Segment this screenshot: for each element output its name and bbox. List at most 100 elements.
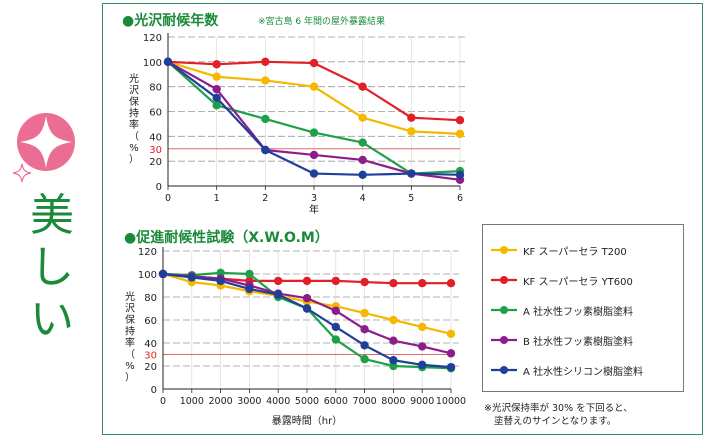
chart2-point [360,341,369,350]
chart1-point [309,150,319,160]
chart1-note: ※宮古島 6 年間の屋外暴露結果 [258,17,385,27]
chart2-y-label-char: ） [125,372,135,384]
chart2-y-tick-label: 100 [138,270,157,281]
chart1-point [358,170,367,180]
chart1-x-label: 年 [309,203,319,216]
chart2-point [331,306,340,315]
chart1-point [261,76,270,85]
chart2-point [331,276,340,286]
chart2-x-tick-label: 7000 [353,396,377,407]
chart1-point [455,129,465,139]
chart2-point [446,329,456,338]
chart1-y-label-char: 光 [129,72,139,85]
chart2-point [245,284,254,294]
chart2-x-tick-label: 1000 [180,396,204,407]
footnote-line-2: 塗替えのサインとなります。 [494,416,617,427]
chart2-point [418,360,427,370]
chart2-title: ●促進耐候性試験（X.W.O.M） [124,230,329,246]
beauty-label: 美しい [22,190,82,346]
chart1-title: ●光沢耐候年数 [122,13,219,29]
chart2-y-tick-label: 60 [144,316,157,327]
chart2-y-tick-label: 120 [138,247,157,258]
chart1-y-tick-label: 0 [156,182,162,193]
chart2-point [360,308,369,318]
chart2-point [245,269,254,279]
chart1-x-tick-label: 5 [408,193,414,204]
chart1-point [212,101,221,110]
legend-swatch [491,366,517,374]
chart1-reference-label: 30 [149,145,162,156]
chart1-point [309,58,319,68]
left-panel: 美しい [0,0,100,440]
chart1-point [212,84,221,94]
chart2-y-label: 光沢保持率（%） [125,290,135,384]
chart2-point [418,322,427,332]
chart2-y-label-char: 光 [125,290,135,303]
chart2-y-label-char: （ [125,349,135,361]
chart1-y-label-char: 持 [129,107,139,120]
beauty-char-1: し [30,242,74,293]
chart2-x-tick-label: 10000 [436,396,466,407]
chart1-point [455,170,465,180]
chart1-x-tick-label: 3 [311,193,317,204]
chart2-point [274,276,283,286]
chart1-point [212,60,221,69]
chart2-point [389,336,398,345]
chart2-reference-label: 30 [144,351,157,362]
chart1-y-tick-label: 100 [143,58,162,69]
chart2-point [302,293,312,303]
chart2-x-tick-label: 6000 [324,396,348,407]
chart1-y-label-char: 沢 [129,84,139,97]
chart2-y-label-char: % [125,361,135,372]
chart1-y-tick-label: 20 [149,157,162,168]
chart2-point [389,279,398,288]
legend-label: A 社水性フッ素樹脂塗料 [523,307,634,318]
chart1-point [163,57,173,67]
chart1-point [261,57,270,67]
chart2-point [389,361,398,371]
chart2-x-tick-label: 9000 [410,396,434,407]
chart2-y-tick-label: 40 [144,339,157,350]
chart2-point [389,356,398,365]
chart1-point [261,114,270,124]
chart2-point [216,268,225,278]
chart2-point [216,276,225,286]
chart2-x-label: 暴露時間（hr） [272,415,342,427]
chart1-y-label-char: ） [129,154,139,166]
chart2-point [331,335,340,344]
footnote: ※光沢保持率が 30% を下回ると、 塗替えのサインとなります。 [484,402,633,428]
chart2-y-tick-label: 20 [144,362,157,373]
chart1-y-tick-label: 40 [149,132,162,143]
chart2-point [187,273,196,282]
chart1-point [212,93,221,103]
chart2-point [302,304,312,313]
legend-swatch [491,246,517,254]
chart1-y-label-char: 保 [129,95,139,108]
chart2-x-tick-label: 8000 [381,396,405,407]
chart2-point [360,277,369,287]
chart2-x-tick-label: 3000 [237,396,261,407]
chart1-x-tick-label: 2 [262,193,268,204]
chart2-point [446,362,456,372]
chart1-point [309,128,319,137]
chart2-y-tick-label: 80 [144,293,157,304]
chart1-y-label: 光沢保持率（%） [129,72,139,166]
chart2-point [302,276,312,286]
legend-swatch [491,306,517,314]
chart1-x-tick-label: 6 [457,193,463,204]
chart1-x-tick-label: 4 [360,193,366,204]
chart1-x-tick-label: 1 [214,193,220,204]
legend-label: KF スーパーセラ YT600 [523,277,633,288]
chart2-point [274,290,283,299]
chart1-point [455,115,465,125]
chart2-x-tick-label: 5000 [295,396,319,407]
chart1-y-label-char: 率 [129,118,139,131]
chart2-x-tick-label: 0 [160,396,166,407]
chart2-point [360,354,369,364]
legend-label: B 社水性フッ素樹脂塗料 [523,337,634,348]
legend: KF スーパーセラ T200 KF スーパーセラ YT600 A 社水性フッ素樹脂塗… [482,224,684,392]
chart1-point [309,82,319,91]
chart2-point [418,342,427,351]
chart1-x-tick-label: 0 [165,193,171,204]
